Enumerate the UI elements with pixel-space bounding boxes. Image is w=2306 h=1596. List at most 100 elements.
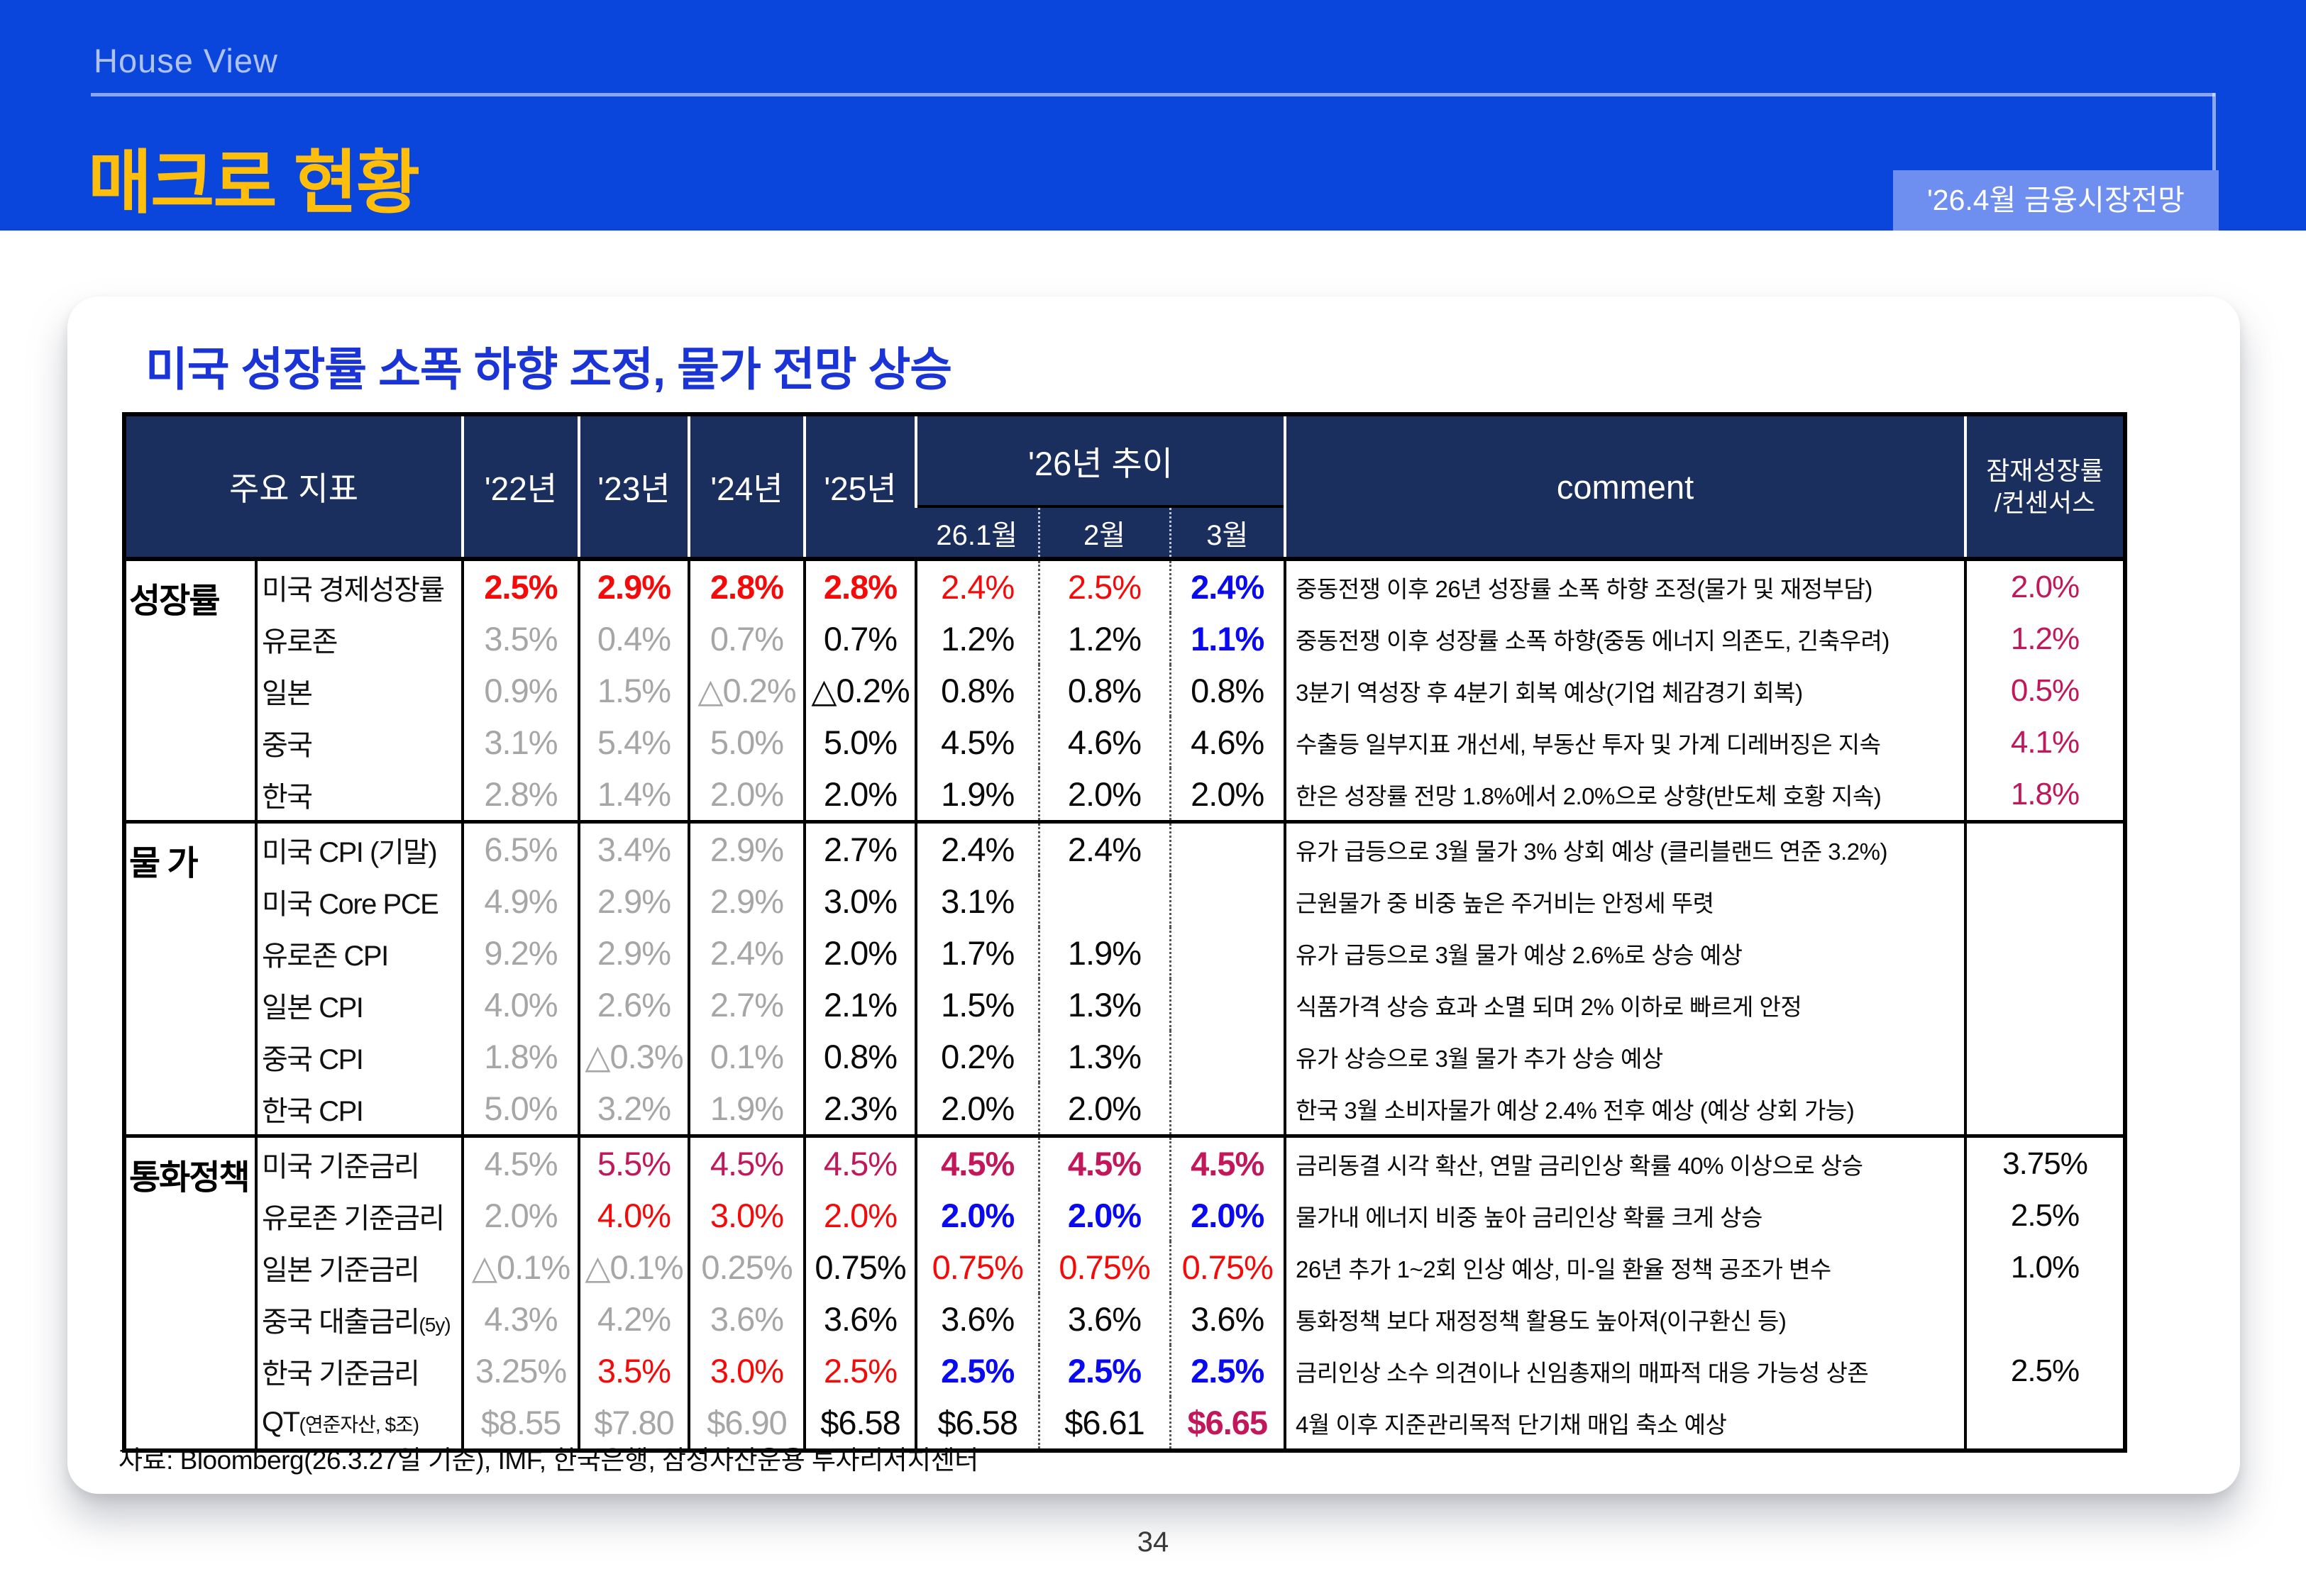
value-cell: 2.8% xyxy=(461,768,579,822)
value-cell: 2.0% xyxy=(1037,1082,1170,1136)
value-cell: 4.6% xyxy=(1169,716,1285,768)
header-divider-vertical-line xyxy=(2212,93,2216,172)
value-cell: 2.5% xyxy=(915,1345,1039,1397)
value-cell: 4.2% xyxy=(578,1293,689,1345)
value-cell: 0.8% xyxy=(1037,665,1170,716)
slide-header: House View 매크로 현황 '26.4월 금융시장전망 xyxy=(0,0,2306,231)
value-cell xyxy=(1169,927,1285,979)
table-row: 통화정책 미국 기준금리 4.5% 5.5% 4.5% 4.5% 4.5% 4.5% 4.5% 금… xyxy=(124,1134,2125,1451)
table-row: 유로존 기준금리 2.0% 4.0% 3.0% 2.0% 2.0% 2.0% 2.0% 물가내 … xyxy=(124,1190,2125,1241)
comment-cell: 수출등 일부지표 개선세, 부동산 투자 및 가계 디레버징은 지속 xyxy=(1284,716,1965,768)
value-cell: 4.5% xyxy=(915,1134,1039,1190)
value-cell: 0.7% xyxy=(803,613,916,665)
value-cell: 4.5% xyxy=(1169,1134,1285,1190)
value-cell: $6.65 xyxy=(1169,1397,1285,1451)
table-row: 한국 2.8% 1.4% 2.0% 2.0% 1.9% 2.0% 2.0% 한은 성장률 전망 … xyxy=(124,768,2125,822)
value-cell: 2.0% xyxy=(803,1190,916,1241)
comment-cell: 한은 성장률 전망 1.8%에서 2.0%으로 상향(반도체 호황 지속) xyxy=(1284,768,1965,822)
value-cell: 1.4% xyxy=(578,768,689,822)
value-cell: 1.9% xyxy=(688,1082,805,1136)
value-cell: 2.0% xyxy=(1169,1190,1285,1241)
edition-badge: '26.4월 금융시장전망 xyxy=(1893,170,2219,231)
value-cell: 0.7% xyxy=(688,613,805,665)
value-cell: 2.0% xyxy=(1169,768,1285,822)
value-cell: 4.5% xyxy=(915,716,1039,768)
value-cell: $6.58 xyxy=(915,1397,1039,1451)
indicator-name: 중국 CPI xyxy=(255,1031,463,1082)
value-cell: 3.0% xyxy=(688,1345,805,1397)
value-cell: 1.5% xyxy=(915,979,1039,1031)
value-cell xyxy=(1169,1082,1285,1136)
value-cell: 0.9% xyxy=(461,665,579,716)
table-row: 일본 기준금리 △0.1% △0.1% 0.25% 0.75% 0.75% 0.75% 0.7… xyxy=(124,1241,2125,1293)
value-cell: 2.0% xyxy=(461,1190,579,1241)
value-cell: 2.5% xyxy=(461,557,579,613)
consensus-cell: 2.0% xyxy=(1964,557,2125,613)
value-cell xyxy=(1169,1031,1285,1082)
value-cell: $7.80 xyxy=(578,1397,689,1451)
value-cell: $6.58 xyxy=(803,1397,916,1451)
value-cell: 3.4% xyxy=(578,820,689,875)
value-cell: 0.75% xyxy=(803,1241,916,1293)
col-header-year-23: '23년 xyxy=(578,414,689,559)
value-cell: △0.2% xyxy=(688,665,805,716)
indicator-name: 일본 CPI xyxy=(255,979,463,1031)
value-cell: 0.75% xyxy=(915,1241,1039,1293)
indicator-subscript: (연준자산, $조) xyxy=(299,1414,420,1436)
value-cell xyxy=(1169,979,1285,1031)
value-cell: 0.25% xyxy=(688,1241,805,1293)
value-cell: 5.4% xyxy=(578,716,689,768)
comment-cell: 근원물가 중 비중 높은 주거비는 안정세 뚜렷 xyxy=(1284,875,1965,927)
table-row: QT(연준자산, $조) $8.55 $7.80 $6.90 $6.58 $6.58 $6.… xyxy=(124,1397,2125,1451)
table-row: 일본 CPI 4.0% 2.6% 2.7% 2.1% 1.5% 1.3% 식품가격 상승 효과… xyxy=(124,979,2125,1031)
value-cell: △0.2% xyxy=(803,665,916,716)
value-cell: 2.6% xyxy=(578,979,689,1031)
value-cell: 0.75% xyxy=(1037,1241,1170,1293)
col-header-trend-26: '26년 추이 xyxy=(915,414,1285,506)
value-cell: 2.1% xyxy=(803,979,916,1031)
value-cell: 2.8% xyxy=(803,557,916,613)
value-cell: 3.6% xyxy=(915,1293,1039,1345)
indicator-name: 한국 xyxy=(255,768,463,822)
value-cell: 5.0% xyxy=(688,716,805,768)
consensus-cell xyxy=(1964,979,2125,1031)
value-cell: 1.8% xyxy=(461,1031,579,1082)
comment-cell: 중동전쟁 이후 26년 성장률 소폭 하향 조정(물가 및 재정부담) xyxy=(1284,557,1965,613)
source-note: 자료: Bloomberg(26.3.27일 기준), IMF, 한국은행, 삼… xyxy=(118,1446,978,1475)
value-cell: 3.2% xyxy=(578,1082,689,1136)
value-cell: 1.7% xyxy=(915,927,1039,979)
indicator-name: 일본 xyxy=(255,665,463,716)
row-group-label: 성장률 xyxy=(124,557,256,822)
value-cell: △0.1% xyxy=(578,1241,689,1293)
indicator-name: 유로존 기준금리 xyxy=(255,1190,463,1241)
col-header-month-mar: 3월 xyxy=(1169,505,1285,559)
indicator-name: 미국 경제성장률 xyxy=(255,557,463,613)
comment-cell: 유가 급등으로 3월 물가 3% 상회 예상 (클리블랜드 연준 3.2%) xyxy=(1284,820,1965,875)
value-cell: 2.4% xyxy=(1037,820,1170,875)
value-cell xyxy=(1169,820,1285,875)
table-row: 한국 기준금리 3.25% 3.5% 3.0% 2.5% 2.5% 2.5% 2.5% 금리인상… xyxy=(124,1345,2125,1397)
value-cell: 1.2% xyxy=(915,613,1039,665)
row-group-label: 통화정책 xyxy=(124,1134,256,1451)
value-cell: 0.2% xyxy=(915,1031,1039,1082)
comment-cell: 4월 이후 지준관리목적 단기채 매입 축소 예상 xyxy=(1284,1397,1965,1451)
value-cell: 2.9% xyxy=(578,557,689,613)
value-cell: 2.5% xyxy=(1037,1345,1170,1397)
table-row: 유로존 3.5% 0.4% 0.7% 0.7% 1.2% 1.2% 1.1% 중동전쟁 이후 성… xyxy=(124,613,2125,665)
value-cell: 4.5% xyxy=(461,1134,579,1190)
table-row: 중국 3.1% 5.4% 5.0% 5.0% 4.5% 4.6% 4.6% 수출등 일부지표 개… xyxy=(124,716,2125,768)
comment-cell: 3분기 역성장 후 4분기 회복 예상(기업 체감경기 회복) xyxy=(1284,665,1965,716)
value-cell: 2.9% xyxy=(578,875,689,927)
comment-cell: 통화정책 보다 재정정책 활용도 높아져(이구환신 등) xyxy=(1284,1293,1965,1345)
row-group-label: 물 가 xyxy=(124,820,256,1136)
value-cell: 1.9% xyxy=(915,768,1039,822)
consensus-cell: 2.5% xyxy=(1964,1190,2125,1241)
macro-table-wrapper: 주요 지표 '22년 '23년 '24년 '25년 '26년 추이 commen… xyxy=(122,412,2127,1453)
col-header-consensus: 잠재성장률 /컨센서스 xyxy=(1964,414,2125,559)
value-cell: 1.5% xyxy=(578,665,689,716)
indicator-name: 한국 CPI xyxy=(255,1082,463,1136)
comment-cell: 금리인상 소수 의견이나 신임총재의 매파적 대응 가능성 상존 xyxy=(1284,1345,1965,1397)
consensus-cell: 1.8% xyxy=(1964,768,2125,822)
col-header-year-22: '22년 xyxy=(461,414,579,559)
value-cell: 1.3% xyxy=(1037,979,1170,1031)
